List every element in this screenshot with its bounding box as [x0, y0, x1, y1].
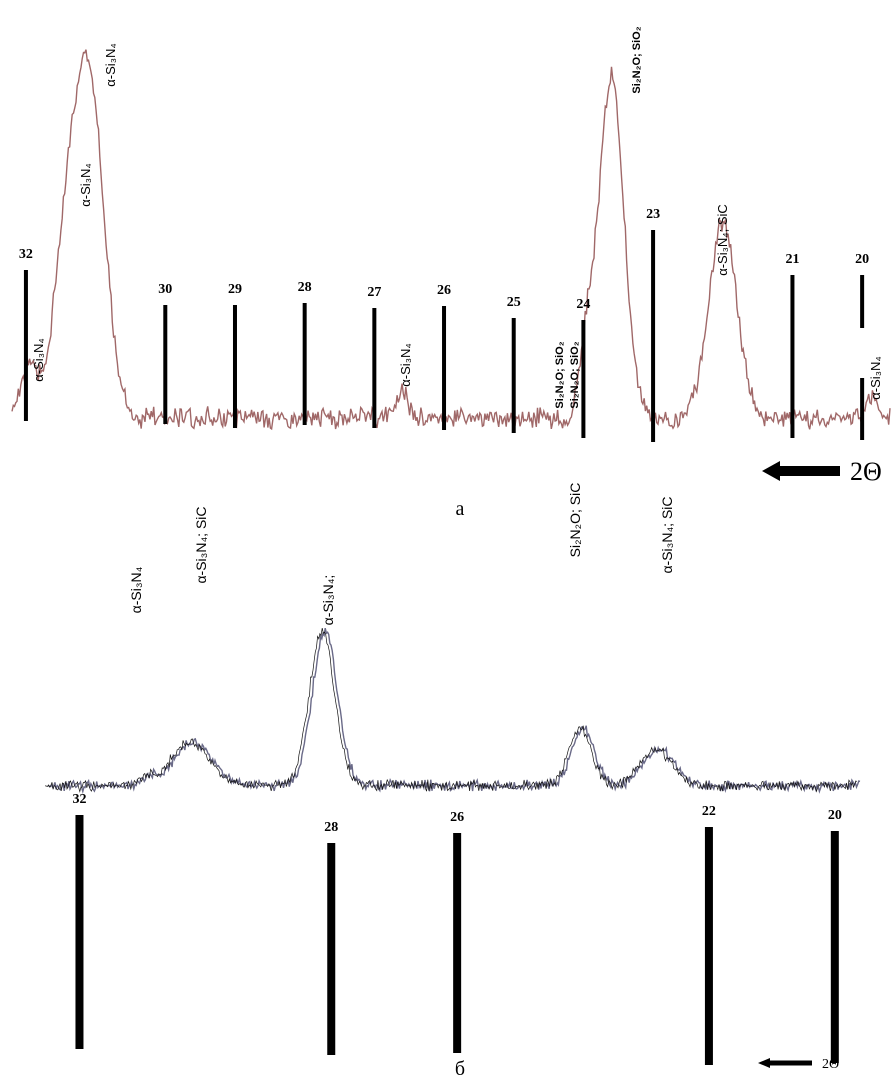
peak-label: α-Si₃N₄	[128, 566, 144, 613]
tick-label-26: 26	[450, 810, 464, 825]
panel-caption: б	[455, 1058, 465, 1079]
diffraction-trace	[11, 49, 891, 431]
arrow-left-icon	[770, 1060, 812, 1066]
tick-label-28: 28	[298, 280, 312, 295]
peak-label: α-Si₃N₄	[398, 343, 413, 386]
tick-label-20: 20	[855, 252, 869, 267]
peak-label: α-Si₃N₄	[78, 163, 93, 206]
peak-label: α-Si₃N₄; SiC	[715, 204, 730, 276]
panel-b: 32 28 26 22 20 α-Si₃N₄; α-Si₃N₄; SiC α-Si₃N₄ Si₂…	[44, 483, 861, 1079]
peak-label: α-Si₃N₄; SiC	[193, 506, 209, 583]
peak-label: Si₂N₂O; SiO₂	[631, 26, 643, 93]
arrow-head-icon	[762, 461, 780, 481]
tick-label-21: 21	[785, 252, 799, 267]
diffraction-trace	[47, 627, 861, 795]
peak-label: Si₂N₂O; SiO₂	[569, 341, 581, 408]
peak-label: Si₂N₂O; SiO₂	[554, 341, 566, 408]
peak-label: α-Si₃N₄	[31, 338, 46, 381]
tick-label-28: 28	[324, 820, 338, 835]
peak-label: α-Si₃N₄	[868, 356, 883, 399]
tick-label-30: 30	[158, 282, 172, 297]
tick-label-32: 32	[19, 247, 33, 262]
tick-label-20: 20	[828, 808, 842, 823]
peak-label: α-Si₃N₄; SiC	[659, 496, 675, 573]
tick-label-29: 29	[228, 282, 242, 297]
peak-label: α-Si₃N₄	[103, 43, 118, 86]
tick-label-23: 23	[646, 207, 660, 222]
axis-label: 2Θ	[822, 1057, 839, 1072]
tick-label-27: 27	[367, 285, 381, 300]
arrow-left-icon	[780, 466, 840, 476]
arrow-head-icon	[758, 1058, 770, 1068]
tick-label-26: 26	[437, 283, 451, 298]
peak-label: Si₂N₂O; SiC	[567, 483, 583, 558]
peak-label: α-Si₃N₄;	[320, 575, 336, 626]
tick-label-22: 22	[702, 804, 716, 819]
tick-label-25: 25	[507, 295, 521, 310]
tick-label-32: 32	[72, 792, 86, 807]
axis-label: 2Θ	[850, 457, 882, 486]
panel-a: 32 30 29 28 27 26 25 24 23 21 20 α-Si₃N₄ α-Si₃N₄ α-Si…	[11, 26, 891, 520]
diffraction-trace-overlay	[44, 628, 858, 793]
tick-label-24: 24	[576, 297, 590, 312]
panel-caption: а	[456, 498, 465, 520]
